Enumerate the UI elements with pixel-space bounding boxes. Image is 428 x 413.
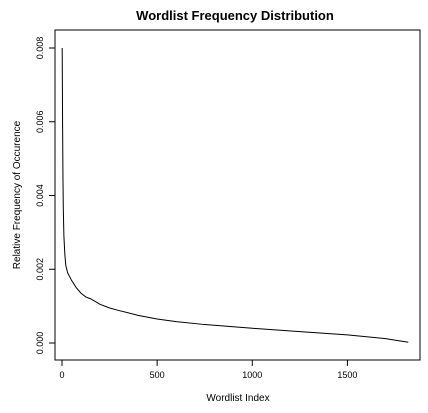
y-tick-label: 0.006: [35, 110, 45, 133]
x-axis: 0 500 1000 1500: [59, 359, 357, 380]
chart-title: Wordlist Frequency Distribution: [136, 8, 334, 23]
y-tick-label: 0.000: [35, 332, 45, 355]
x-axis-label: Wordlist Index: [206, 393, 269, 404]
y-tick-label: 0.002: [35, 258, 45, 281]
plot-frame: [54, 29, 421, 361]
y-axis-label: Relative Frequency of Occurence: [12, 120, 23, 269]
y-tick-label: 0.008: [35, 37, 45, 60]
y-tick-label: 0.004: [35, 184, 45, 207]
series-line: [61, 47, 409, 343]
x-tick-label: 1000: [242, 370, 262, 380]
x-tick-label: 0: [59, 370, 64, 380]
x-tick-label: 1500: [337, 370, 357, 380]
y-axis: 0.000 0.002 0.004 0.006 0.008: [35, 37, 56, 355]
x-tick-label: 500: [150, 370, 165, 380]
